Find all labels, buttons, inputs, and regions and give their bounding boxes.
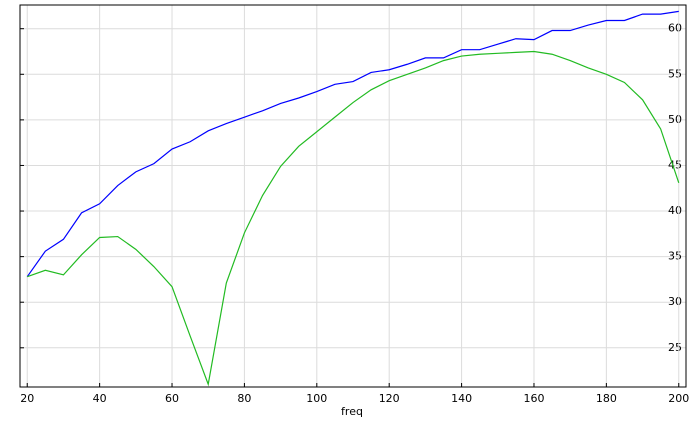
x-tick-label: 100 [306,392,327,405]
x-tick-label: 40 [93,392,107,405]
x-tick-label: 60 [165,392,179,405]
x-tick-label: 140 [451,392,472,405]
line-series [27,50,680,387]
plot-frame [19,4,687,388]
x-axis-label: freq [341,405,363,418]
x-tick-label: 180 [596,392,617,405]
y-tick-label: 35 [668,250,682,263]
y-tick-label: 55 [668,67,682,80]
line-series [26,10,679,278]
x-tick-label: 200 [668,392,689,405]
y-tick-label: 30 [668,295,682,308]
x-tick-label: 120 [379,392,400,405]
x-tick-label: 20 [20,392,34,405]
y-tick-label: 60 [668,22,682,35]
y-tick-label: 50 [668,113,682,126]
y-tick-label: 45 [668,158,682,171]
x-tick-label: 80 [237,392,251,405]
y-tick-label: 25 [668,341,682,354]
y-tick-label: 40 [668,204,682,217]
x-tick-label: 160 [523,392,544,405]
